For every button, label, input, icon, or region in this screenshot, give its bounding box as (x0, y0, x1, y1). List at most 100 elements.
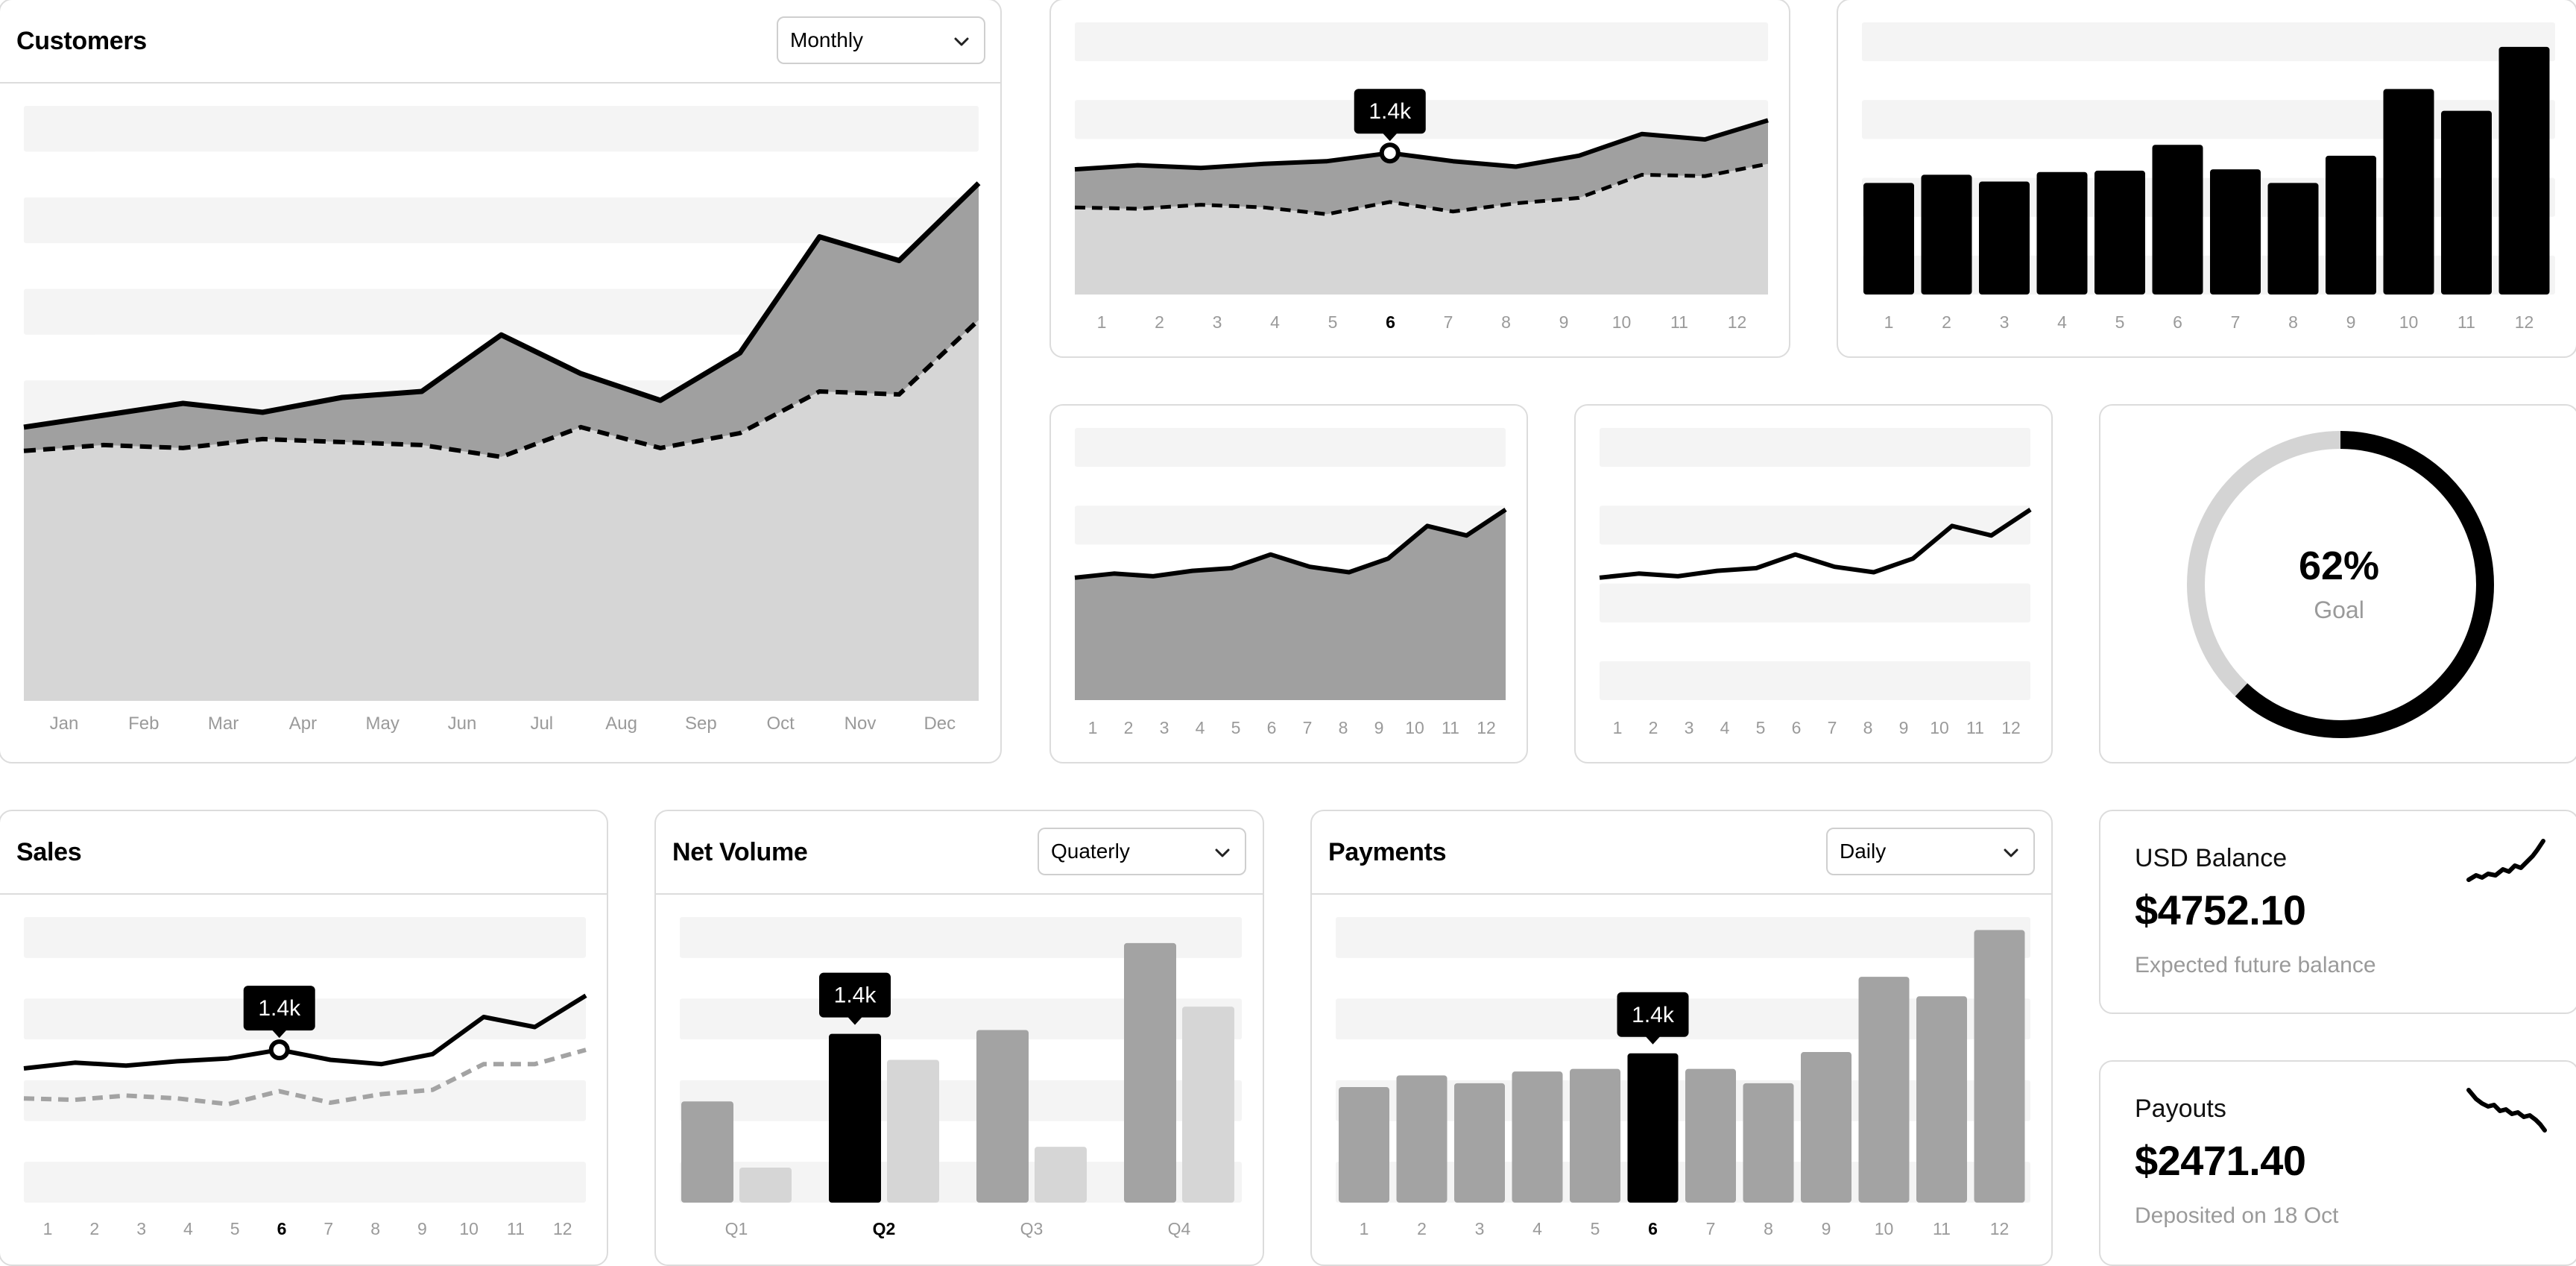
goal-card: 62% Goal (2099, 404, 2576, 763)
x-tick-label: 12 (1728, 312, 1747, 332)
grid-band (1600, 428, 2030, 467)
grid-band (1336, 1080, 2030, 1121)
payouts-card: Payouts $2471.40 Deposited on 18 Oct (2099, 1060, 2576, 1266)
x-tick-label: 7 (323, 1219, 333, 1238)
x-tick-label: 1 (1097, 312, 1107, 332)
x-tick-label: 9 (1822, 1219, 1831, 1238)
x-tick-label: Apr (289, 714, 317, 734)
line-series-2 (23, 318, 981, 459)
payments-period-label: Daily (1840, 840, 1887, 863)
tooltip-box (243, 986, 315, 1031)
customers-period-label: Monthly (790, 28, 864, 51)
x-tick-label: Q3 (1020, 1219, 1044, 1238)
x-tick-label: 3 (1685, 718, 1694, 737)
x-tick-label: 5 (1756, 718, 1766, 737)
customers-card: Customers Monthly Jan Feb Mar Apr May Jun Jul A… (0, 0, 1002, 763)
usd-balance-subtitle: Expected future balance (2135, 953, 2376, 977)
x-tick-label: 12 (553, 1219, 572, 1238)
payments-title: Payments (1328, 838, 1447, 866)
x-tick-label: 5 (2115, 312, 2125, 332)
x-tick-label: 4 (1720, 718, 1730, 737)
x-tick-label: 12 (1477, 718, 1496, 737)
net-volume-title: Net Volume (672, 838, 808, 866)
x-tick-label: 9 (1899, 718, 1909, 737)
bar (1863, 183, 1914, 295)
bar (1339, 1087, 1389, 1203)
bar-series-1 (829, 1033, 881, 1203)
x-tick-label: Q4 (1168, 1219, 1191, 1238)
line-series-1 (23, 993, 587, 1071)
x-tick-label: Mar (208, 714, 239, 734)
x-tick-label: 10 (459, 1219, 479, 1238)
bar (2326, 155, 2376, 295)
sales-header: Sales (0, 811, 607, 895)
x-tick-label: 2 (1649, 718, 1658, 737)
customers-title: Customers (16, 27, 147, 55)
x-tick-label: 9 (1374, 718, 1384, 737)
goal-label: Goal (2314, 596, 2364, 623)
line-series (1599, 507, 2032, 580)
x-tick-label: 4 (1270, 312, 1280, 332)
bar-series-1 (1124, 942, 1176, 1203)
grid-band (1862, 255, 2555, 295)
x-tick-label: 6 (1386, 312, 1395, 332)
x-tick-label: 10 (1405, 718, 1424, 737)
mini-line-card: 1 2 3 4 5 6 7 8 9 10 11 12 (1574, 404, 2053, 763)
grid-band (680, 917, 1242, 958)
bar (2383, 89, 2434, 295)
bar (1570, 1068, 1620, 1203)
bar (2036, 171, 2088, 295)
revenue-area-card: 1.4k 1 2 3 4 5 6 7 8 9 10 11 12 (1049, 0, 1790, 358)
grid-band (1075, 506, 1506, 545)
net-volume-chart: 1.4k Q1 Q2 Q3 Q4 (680, 917, 1242, 1238)
highlight-point (268, 1039, 290, 1061)
bar (1685, 1068, 1736, 1203)
line-series-2 (1074, 162, 1769, 216)
bar (1627, 1053, 1679, 1203)
line-series-2 (23, 1048, 587, 1106)
payments-period-dropdown[interactable]: Daily (1826, 828, 2035, 875)
mini-area-chart: 1 2 3 4 5 6 7 8 9 10 11 12 (1074, 428, 1507, 737)
chevron-down-icon (1215, 848, 1230, 857)
grid-band (1862, 22, 2555, 62)
x-tick-label: 3 (2000, 312, 2010, 332)
bar (1743, 1083, 1794, 1203)
grid-band (24, 197, 979, 244)
highlight-point (1379, 142, 1401, 164)
net-volume-period-dropdown[interactable]: Quaterly (1038, 828, 1246, 875)
x-tick-label: 8 (1863, 718, 1873, 737)
x-tick-label: 2 (1124, 718, 1134, 737)
x-tick-label: 1 (1088, 718, 1098, 737)
tooltip-pointer (1645, 1036, 1661, 1045)
tooltip-text: 1.4k (1632, 1003, 1675, 1027)
x-tick-label: 10 (1612, 312, 1632, 332)
x-tick-label: 10 (2399, 312, 2419, 332)
bar-series-1 (681, 1101, 733, 1203)
customers-period-dropdown[interactable]: Monthly (777, 16, 985, 64)
x-tick-label: 6 (277, 1219, 287, 1238)
grid-band (1600, 583, 2030, 623)
bar-series-2 (1182, 1007, 1234, 1203)
payouts-value: $2471.40 (2135, 1137, 2306, 1184)
x-tick-label: 3 (1475, 1219, 1485, 1238)
bar (2210, 169, 2261, 295)
bar (1512, 1071, 1563, 1203)
grid-band (1862, 100, 2555, 139)
x-tick-label: 12 (2001, 718, 2021, 737)
sales-card: Sales 1.4k 1 2 3 4 5 6 7 8 9 10 11 12 (0, 810, 608, 1266)
x-tick-label: 11 (1933, 1219, 1951, 1238)
x-tick-label: 6 (1648, 1219, 1658, 1238)
x-tick-label: 1 (1360, 1219, 1369, 1238)
chevron-down-icon (954, 37, 969, 46)
x-tick-label: 8 (1501, 312, 1511, 332)
x-tick-label: 6 (2173, 312, 2182, 332)
x-tick-label: 12 (1990, 1219, 2010, 1238)
bar (2267, 183, 2319, 295)
line-series (1074, 507, 1507, 580)
grid-band (24, 1162, 586, 1203)
x-tick-label: 5 (1591, 1219, 1600, 1238)
x-tick-label: 8 (1764, 1219, 1773, 1238)
grid-band (1600, 506, 2030, 545)
usd-balance-card: USD Balance $4752.10 Expected future bal… (2099, 810, 2576, 1014)
area-series-2 (24, 320, 979, 701)
